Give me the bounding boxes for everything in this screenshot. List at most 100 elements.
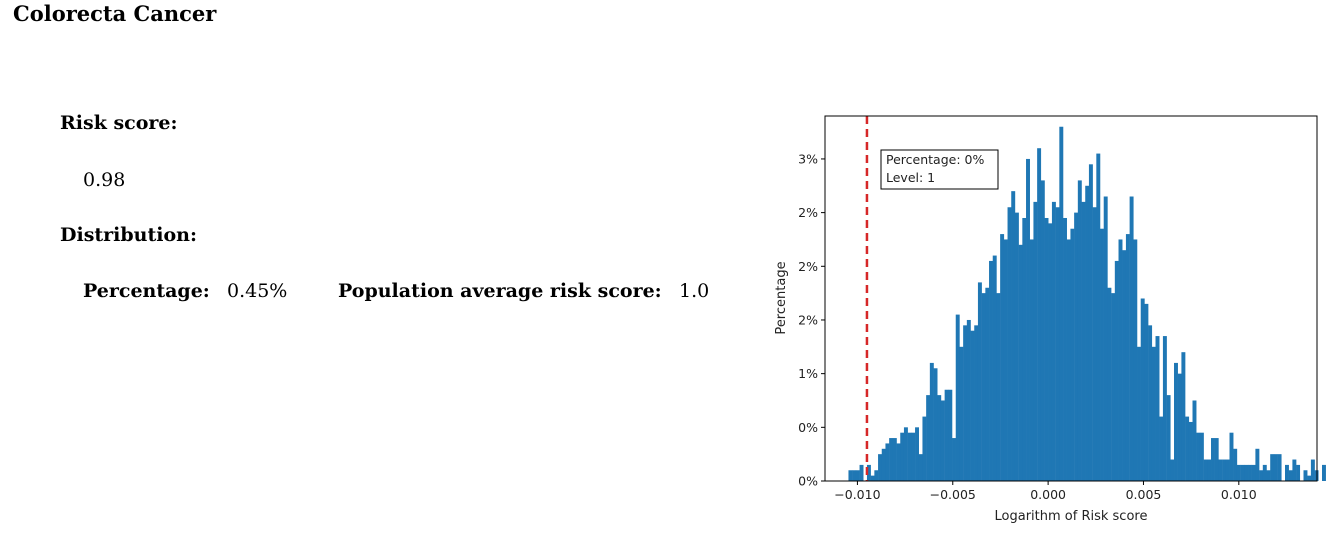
histogram-bar [1233,448,1238,481]
risk-histogram-chart: Percentage: 0% Level: 1 −0.010 −0.005 0.00… [774,115,1326,524]
histogram-bar [1310,459,1315,481]
histogram-bar [1018,244,1023,481]
histogram-bar [940,400,945,481]
histogram-bar [870,475,875,481]
histogram-bar [852,470,857,481]
histogram-bar [1277,454,1282,481]
histogram-bar [1296,464,1301,481]
x-axis-label: Logarithm of Risk score [995,509,1148,524]
histogram-bar [1033,201,1038,481]
histogram-bar [1192,400,1197,481]
histogram-bar [1162,336,1167,481]
histogram-bar [985,287,990,481]
histogram-bar [926,395,931,481]
histogram-bar [1100,228,1104,481]
histogram-bar [1070,228,1075,481]
histogram-bar [900,432,905,481]
histogram-bar [896,443,901,481]
histogram-bar [1199,432,1204,481]
histogram-bar [1088,164,1093,481]
y-tick-label: 1% [798,366,818,381]
histogram-bar [1051,201,1056,481]
histogram-bar [1144,303,1149,481]
histogram-bar [948,389,953,481]
risk-score-value: 0.98 [83,169,126,191]
histogram-bar [889,438,894,481]
histogram-bar [892,438,897,481]
histogram-bar [1225,459,1230,481]
histogram-bar [966,319,971,481]
histogram-bar [1270,454,1275,481]
x-tick-label: −0.005 [930,487,976,502]
histogram-bar [944,389,949,481]
histogram-bar [1096,153,1101,481]
x-tick-label: 0.005 [1126,487,1162,502]
histogram-bar [1303,470,1308,481]
histogram-bar [866,464,871,481]
histogram-bar [1074,212,1079,481]
histogram-bars [848,126,1326,482]
page-title: Colorecta Cancer [13,1,217,26]
histogram-bar [1214,438,1219,481]
histogram-bar [1003,239,1008,481]
histogram-bar [1092,207,1097,481]
histogram-bar [918,454,923,481]
histogram-bar [1122,250,1127,481]
histogram-bar [1240,464,1245,481]
x-axis-ticks: −0.010 −0.005 0.000 0.005 0.010 [834,481,1257,502]
y-tick-label: 2% [798,205,818,220]
histogram-bar [1170,459,1175,481]
histogram-bar [1007,207,1012,481]
histogram-bar [1292,459,1297,481]
histogram-bar [1307,475,1312,481]
histogram-bar [915,427,919,481]
histogram-bar [1114,260,1119,481]
histogram-bar [1288,470,1293,481]
histogram-bar [1259,470,1264,481]
x-tick-label: −0.010 [834,487,880,502]
histogram-bar [1262,464,1267,481]
histogram-bar [1077,180,1082,481]
histogram-bar [1166,395,1171,481]
histogram-bar [1055,207,1060,481]
histogram-bar [1155,336,1160,481]
histogram-bar [859,464,864,481]
y-axis-ticks: 0% 0% 1% 2% 2% 2% 3% [798,151,825,489]
risk-score-label: Risk score: [60,112,178,134]
y-tick-label: 3% [798,151,818,166]
plot-frame [824,115,1318,482]
histogram-bar [974,325,979,481]
histogram-bar [1322,464,1326,481]
histogram-bar [952,438,956,481]
histogram-bar [1255,448,1260,481]
y-axis-label: Percentage [774,261,789,334]
histogram-bar [1066,239,1071,481]
histogram-bar [1000,234,1005,481]
y-tick-label: 0% [798,474,818,489]
y-tick-label: 2% [798,259,818,274]
histogram-bar [907,432,912,481]
histogram-bar [1174,362,1178,481]
histogram-bar [989,260,993,481]
histogram-bar [874,470,879,481]
histogram-bar [955,314,960,481]
histogram-bar [929,362,934,481]
histogram-bar [1285,464,1289,481]
histogram-bar [1266,470,1271,481]
y-tick-label: 0% [798,420,818,435]
histogram-bar [937,395,942,481]
histogram-bar [1081,201,1086,481]
histogram-bar [1251,464,1256,481]
histogram-bar [903,427,908,481]
histogram-bar [1029,239,1034,481]
histogram-bar [911,432,916,481]
histogram-bar [1177,373,1182,481]
histogram-bar [1140,298,1145,481]
histogram-bar [1125,234,1130,481]
histogram-bar [1059,126,1064,482]
histogram-bar [1218,459,1223,481]
histogram-bar [1159,416,1164,481]
histogram-bar [1229,432,1234,481]
distribution-label: Distribution: [60,224,197,246]
annotation-box: Percentage: 0% Level: 1 [880,149,999,190]
